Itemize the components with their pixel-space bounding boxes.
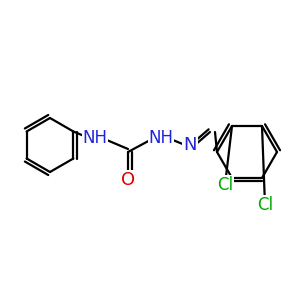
Text: Cl: Cl: [217, 176, 233, 194]
Text: NH: NH: [148, 129, 173, 147]
Text: NH: NH: [82, 129, 107, 147]
Text: Cl: Cl: [257, 196, 273, 214]
Text: O: O: [121, 171, 135, 189]
Text: N: N: [183, 136, 197, 154]
